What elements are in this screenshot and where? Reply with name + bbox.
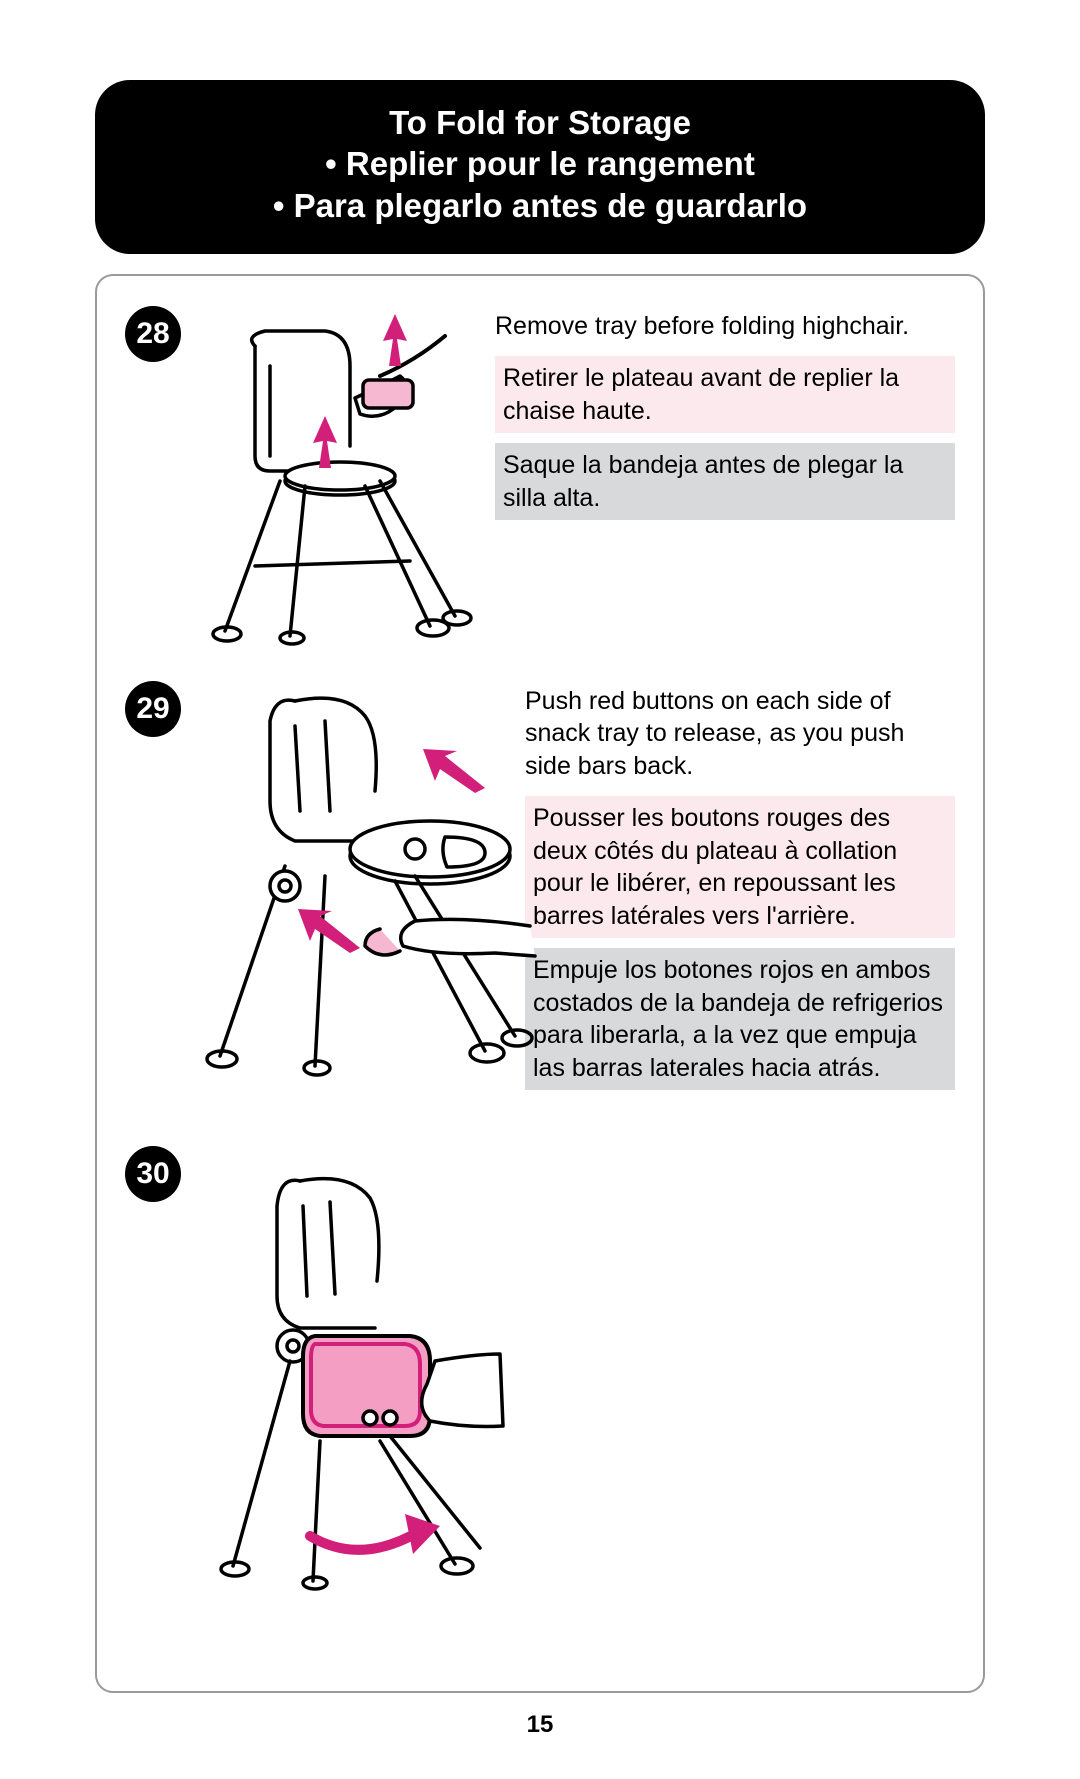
section-header: To Fold for Storage • Replier pour le ra…	[95, 80, 985, 254]
page-number: 15	[95, 1711, 985, 1739]
step-30: 30	[125, 1146, 955, 1596]
step-29: 29	[125, 681, 955, 1101]
step-number-badge: 28	[125, 306, 181, 362]
remove-tray-diagram	[185, 306, 505, 646]
step-29-en: Push red buttons on each side of snack t…	[525, 685, 955, 783]
step-28-en: Remove tray before folding highchair.	[495, 310, 955, 343]
push-red-buttons-diagram	[185, 681, 545, 1081]
step-28-fr: Retirer le plateau avant de replier la c…	[495, 356, 955, 433]
instructions-box: 28	[95, 274, 985, 1693]
step-29-text: Push red buttons on each side of snack t…	[525, 681, 955, 1091]
step-28-es: Saque la bandeja antes de plegar la sill…	[495, 443, 955, 520]
header-line-es: • Para plegarlo antes de guardarlo	[125, 185, 955, 226]
step-28-text: Remove tray before folding highchair. Re…	[495, 306, 955, 521]
step-number-badge: 30	[125, 1146, 181, 1202]
step-number-badge: 29	[125, 681, 181, 737]
header-line-fr: • Replier pour le rangement	[125, 143, 955, 184]
fold-tray-down-diagram	[205, 1166, 505, 1596]
header-line-en: To Fold for Storage	[125, 102, 955, 143]
step-28: 28	[125, 306, 955, 636]
step-29-es: Empuje los botones rojos en ambos costad…	[525, 948, 955, 1090]
step-29-fr: Pousser les boutons rouges des deux côté…	[525, 796, 955, 938]
